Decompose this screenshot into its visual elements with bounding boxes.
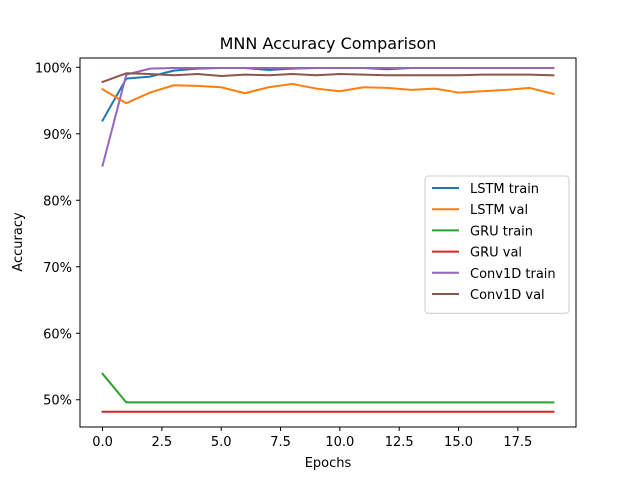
y-tick-label: 60%	[43, 327, 72, 342]
x-tick-label: 0.0	[92, 435, 113, 450]
series-lines	[101, 66, 555, 413]
x-tick-label: 5.0	[211, 435, 232, 450]
y-axis-label: Accuracy	[11, 212, 26, 272]
y-tick-label: 90%	[43, 128, 72, 143]
legend-entry-label: Conv1D val	[470, 288, 545, 303]
plot-area-frame	[79, 57, 577, 428]
series-line-conv1d-train	[101, 66, 555, 167]
legend-box	[424, 175, 570, 314]
series-line-conv1d-val	[101, 72, 555, 84]
x-axis-label: Epochs	[305, 456, 352, 471]
legend-entry-label: Conv1D train	[470, 267, 556, 282]
legend: LSTM train LSTM val GRU train GRU val Conv1D…	[424, 175, 570, 314]
x-tick-label: 15.0	[444, 435, 473, 450]
y-tick-label: 100%	[35, 61, 72, 76]
series-line-gru-train	[101, 372, 555, 404]
x-tick-label: 12.5	[385, 435, 414, 450]
legend-entry-label: LSTM train	[470, 182, 539, 197]
x-tick-label: 10.0	[325, 435, 354, 450]
legend-entry-label: LSTM val	[470, 203, 528, 218]
x-tick-label: 7.5	[270, 435, 291, 450]
y-tick-label: 50%	[43, 394, 72, 409]
y-tick-label: 80%	[43, 194, 72, 209]
y-tick-label: 70%	[43, 261, 72, 276]
series-line-lstm-val	[101, 82, 555, 105]
x-tick-label: 17.5	[503, 435, 532, 450]
x-tick-label: 2.5	[152, 435, 173, 450]
axis-ticks: 0.0 2.5 5.0 7.5 10.0 12.5 15.0 17.5 50% 60% 70% 80%…	[35, 61, 533, 450]
legend-entry-label: GRU train	[470, 224, 533, 239]
chart-title: MNN Accuracy Comparison	[220, 34, 437, 53]
legend-entry-label: GRU val	[470, 246, 522, 261]
